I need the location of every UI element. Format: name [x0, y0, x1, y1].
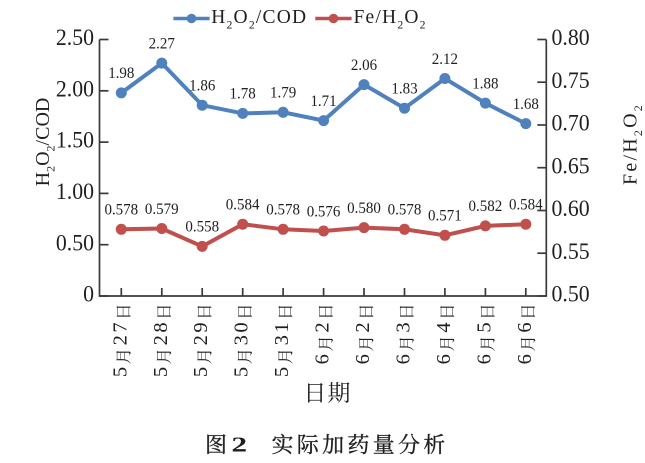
svg-text:0.55: 0.55 — [552, 238, 590, 264]
svg-text:0: 0 — [83, 281, 94, 307]
svg-text:0.75: 0.75 — [552, 67, 590, 93]
svg-text:1.86: 1.86 — [189, 77, 215, 95]
svg-text:0.580: 0.580 — [347, 199, 381, 217]
svg-text:0.584: 0.584 — [226, 196, 260, 214]
svg-text:H2O2/COD: H2O2/COD — [32, 98, 58, 187]
svg-text:5: 5 — [271, 367, 293, 377]
svg-text:Fe/H2O2: Fe/H2O2 — [354, 7, 427, 32]
svg-text:9: 9 — [190, 322, 212, 332]
svg-text:6: 6 — [392, 354, 414, 364]
svg-text:0.571: 0.571 — [428, 207, 462, 225]
svg-text:H2O2/COD: H2O2/COD — [211, 7, 307, 32]
svg-text:6: 6 — [473, 354, 495, 364]
svg-text:3: 3 — [231, 335, 253, 345]
svg-text:2: 2 — [190, 335, 212, 345]
svg-text:6: 6 — [514, 354, 536, 364]
svg-text:5: 5 — [473, 322, 495, 332]
svg-text:0.579: 0.579 — [145, 200, 179, 218]
svg-text:6: 6 — [514, 322, 536, 332]
svg-text:Fe/H2O2: Fe/H2O2 — [619, 103, 645, 185]
svg-text:0.578: 0.578 — [104, 201, 138, 219]
svg-text:0.578: 0.578 — [266, 201, 300, 219]
svg-text:5: 5 — [190, 367, 212, 377]
svg-text:2: 2 — [231, 432, 247, 456]
svg-text:0.584: 0.584 — [509, 196, 543, 214]
svg-text:1.71: 1.71 — [310, 92, 336, 110]
svg-text:0.578: 0.578 — [388, 201, 422, 219]
svg-text:6: 6 — [312, 354, 334, 364]
svg-text:0.50: 0.50 — [56, 230, 94, 256]
svg-text:1.88: 1.88 — [472, 75, 498, 93]
svg-text:2.12: 2.12 — [432, 50, 458, 68]
svg-text:0.50: 0.50 — [552, 281, 590, 307]
svg-text:2.50: 2.50 — [56, 24, 94, 50]
svg-text:1.50: 1.50 — [56, 127, 94, 153]
svg-text:0: 0 — [231, 322, 253, 332]
svg-text:0.80: 0.80 — [552, 24, 590, 50]
svg-text:5: 5 — [150, 367, 172, 377]
svg-text:1.79: 1.79 — [270, 84, 296, 102]
svg-text:1.78: 1.78 — [230, 85, 256, 103]
svg-text:0.576: 0.576 — [307, 203, 341, 221]
svg-text:0.65: 0.65 — [552, 153, 590, 179]
svg-text:1.83: 1.83 — [391, 80, 417, 98]
svg-text:2: 2 — [109, 335, 131, 345]
svg-text:2: 2 — [312, 322, 334, 332]
svg-text:5: 5 — [109, 367, 131, 377]
svg-text:2.00: 2.00 — [56, 76, 94, 102]
svg-text:2: 2 — [352, 322, 374, 332]
svg-text:3: 3 — [271, 335, 293, 345]
svg-text:0.558: 0.558 — [185, 218, 219, 236]
svg-text:0.582: 0.582 — [468, 198, 502, 216]
svg-text:4: 4 — [433, 322, 455, 332]
svg-text:1: 1 — [271, 322, 293, 332]
svg-text:6: 6 — [433, 354, 455, 364]
svg-text:1.68: 1.68 — [513, 95, 539, 113]
svg-text:5: 5 — [231, 367, 253, 377]
svg-text:0.60: 0.60 — [552, 195, 590, 221]
svg-text:2.27: 2.27 — [149, 35, 175, 53]
svg-text:2: 2 — [150, 335, 172, 345]
svg-text:1.98: 1.98 — [108, 65, 134, 83]
svg-text:0.70: 0.70 — [552, 110, 590, 136]
svg-text:6: 6 — [352, 354, 374, 364]
svg-text:8: 8 — [150, 322, 172, 332]
svg-text:7: 7 — [109, 322, 131, 332]
svg-text:3: 3 — [392, 322, 414, 332]
svg-text:2.06: 2.06 — [351, 57, 377, 75]
svg-text:1.00: 1.00 — [56, 178, 94, 204]
